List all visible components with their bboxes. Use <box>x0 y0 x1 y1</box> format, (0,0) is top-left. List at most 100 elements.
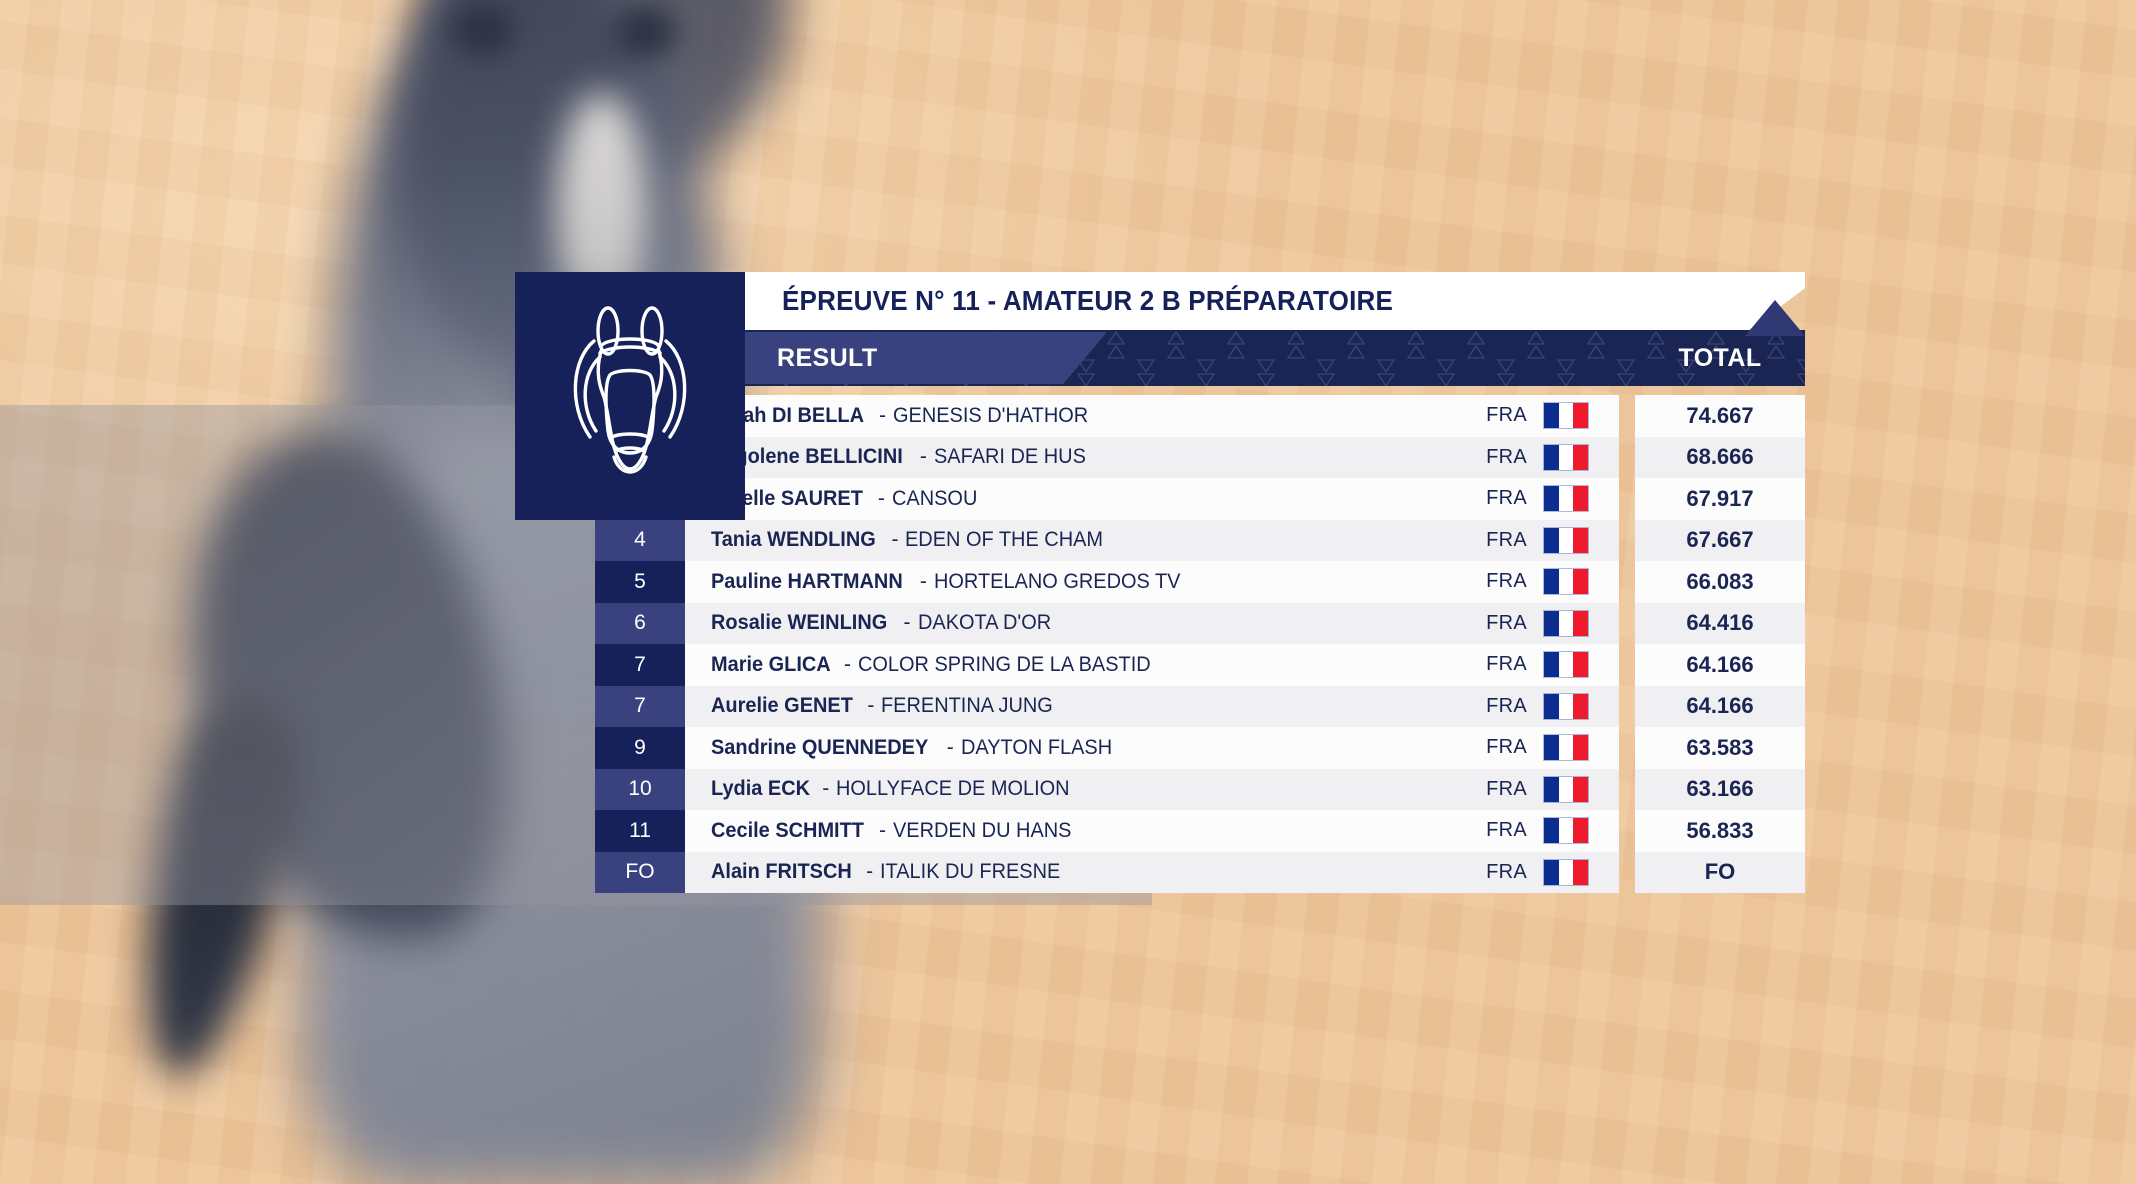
rider-name: Cecile SCHMITT <box>711 818 864 842</box>
title-bar: ÉPREUVE N° 11 - AMATEUR 2 B PRÉPARATOIRE <box>742 272 1805 330</box>
table-row[interactable]: 2Segolene BELLICINI-SAFARI DE HUSFRA68.6… <box>595 436 1805 479</box>
name-separator: - <box>867 694 875 718</box>
table-row[interactable]: 6 Rosalie WEINLING - DAKOTA D'OR FRA 64.416 <box>595 602 1805 645</box>
competitor-cell: Segolene BELLICINI - SAFARI DE HUS FRA <box>685 436 1619 478</box>
competitor-cell: Lydia ECK - HOLLYFACE DE MOLION FRA <box>685 768 1619 810</box>
nation-code: FRA <box>1486 445 1527 468</box>
competitor-cell: Aurelie GENET - FERENTINA JUNG FRA <box>685 685 1619 727</box>
column-gap <box>1619 520 1635 562</box>
nation-code: FRA <box>1486 487 1527 510</box>
flag-fra-icon <box>1543 734 1589 762</box>
blurred-horse-eye-left <box>452 4 514 56</box>
column-gap <box>1619 686 1635 728</box>
column-gap <box>1619 769 1635 811</box>
column-gap <box>1619 603 1635 645</box>
name-separator: - <box>919 569 927 593</box>
rank-cell: 9 <box>595 727 685 769</box>
nation-code: FRA <box>1486 694 1527 717</box>
rider-name: Lydia ECK <box>711 777 811 801</box>
competitor-cell: Estelle SAURET - CANSOU FRA <box>685 478 1619 520</box>
competitor-cell: Marie GLICA - COLOR SPRING DE LA BASTID FRA <box>685 644 1619 686</box>
column-gap <box>1619 644 1635 686</box>
table-row[interactable]: 1Sarah DI BELLA-GENESIS D'HATHORFRA74.66… <box>595 395 1805 437</box>
rider-name: Rosalie WEINLING <box>711 611 888 635</box>
name-separator: - <box>877 486 885 510</box>
competitor-cell: Alain FRITSCH - ITALIK DU FRESNE FRA <box>685 851 1619 893</box>
flag-fra-icon <box>1543 651 1589 679</box>
rank-cell: 5 <box>595 561 685 603</box>
column-gap <box>1619 395 1635 437</box>
name-separator: - <box>891 528 899 552</box>
column-gap <box>1619 852 1635 894</box>
column-gap <box>1619 561 1635 603</box>
table-row[interactable]: 9 Sandrine QUENNEDEY - DAYTON FLASH FRA 63.58… <box>595 727 1805 769</box>
column-header-band: RESULT TOTAL <box>742 330 1805 386</box>
nation-code: FRA <box>1486 860 1527 883</box>
competitor-cell: Sandrine QUENNEDEY - DAYTON FLASH FRA <box>685 727 1619 769</box>
column-gap <box>1619 478 1635 520</box>
nation-code: FRA <box>1486 819 1527 842</box>
total-score: 63.583 <box>1635 727 1805 769</box>
total-score: 64.166 <box>1635 644 1805 686</box>
table-row[interactable]: 4 Tania WENDLING - EDEN OF THE CHAM FRA 67.66… <box>595 519 1805 562</box>
horse-name: HOLLYFACE DE MOLION <box>836 777 1070 801</box>
rank-cell: 10 <box>595 768 685 810</box>
rider-name: Aurelie GENET <box>711 694 853 718</box>
rider-name: Marie GLICA <box>711 652 831 676</box>
rank-cell: 7 <box>595 644 685 686</box>
rider-name: Sandrine QUENNEDEY <box>711 735 929 759</box>
total-score: FO <box>1635 851 1805 893</box>
column-gap <box>1619 727 1635 769</box>
name-separator: - <box>919 445 927 469</box>
table-row[interactable]: 7 Marie GLICA - COLOR SPRING DE LA BASTID FR… <box>595 644 1805 686</box>
name-separator: - <box>866 860 874 884</box>
competitor-cell: Rosalie WEINLING - DAKOTA D'OR FRA <box>685 602 1619 644</box>
table-row[interactable]: 10 Lydia ECK - HOLLYFACE DE MOLION FRA 63.166 <box>595 768 1805 811</box>
column-gap <box>1619 437 1635 479</box>
horse-name: SAFARI DE HUS <box>933 445 1086 469</box>
rider-name: Estelle SAURET <box>711 486 863 510</box>
blurred-horse-eye-right <box>614 6 676 58</box>
column-gap <box>1619 810 1635 852</box>
name-separator: - <box>844 652 852 676</box>
horse-name: CANSOU <box>891 486 978 510</box>
flag-fra-icon <box>1543 526 1589 554</box>
nation-code: FRA <box>1486 777 1527 800</box>
total-score: 66.083 <box>1635 561 1805 603</box>
name-separator: - <box>903 611 911 635</box>
table-row[interactable]: 7 Aurelie GENET - FERENTINA JUNG FRA 64.166 <box>595 685 1805 728</box>
rank-cell: FO <box>595 851 685 893</box>
rank-cell: 7 <box>595 685 685 727</box>
competitor-cell: Tania WENDLING - EDEN OF THE CHAM FRA <box>685 519 1619 561</box>
total-score: 64.416 <box>1635 602 1805 644</box>
flag-fra-icon <box>1543 443 1589 471</box>
table-row[interactable]: 11 Cecile SCHMITT - VERDEN DU HANS FRA 56.833 <box>595 810 1805 852</box>
page-title: ÉPREUVE N° 11 - AMATEUR 2 B PRÉPARATOIRE <box>782 285 1394 316</box>
total-score: 56.833 <box>1635 810 1805 852</box>
column-header-total: TOTAL <box>1678 343 1762 372</box>
total-score: 64.166 <box>1635 685 1805 727</box>
flag-fra-icon <box>1543 485 1589 513</box>
horse-name: DAKOTA D'OR <box>917 611 1051 635</box>
total-score: 63.166 <box>1635 768 1805 810</box>
flag-fra-icon <box>1543 609 1589 637</box>
logo-panel <box>515 272 745 520</box>
name-separator: - <box>879 403 887 427</box>
rank-cell: 6 <box>595 602 685 644</box>
name-separator: - <box>879 818 887 842</box>
horse-name: DAYTON FLASH <box>960 735 1112 759</box>
nation-code: FRA <box>1486 611 1527 634</box>
flag-fra-icon <box>1543 568 1589 596</box>
competitor-cell: Cecile SCHMITT - VERDEN DU HANS FRA <box>685 810 1619 852</box>
rank-cell: 4 <box>595 519 685 561</box>
rider-name: Tania WENDLING <box>711 528 876 552</box>
total-score: 67.917 <box>1635 478 1805 520</box>
flag-fra-icon <box>1543 817 1589 845</box>
table-row[interactable]: 5 Pauline HARTMANN - HORTELANO GREDOS TV FRA… <box>595 561 1805 603</box>
horse-name: EDEN OF THE CHAM <box>905 528 1104 552</box>
flag-fra-icon <box>1543 858 1589 886</box>
horse-name: COLOR SPRING DE LA BASTID <box>858 652 1151 676</box>
table-row[interactable]: FO Alain FRITSCH - ITALIK DU FRESNE FRA FO <box>595 851 1805 894</box>
rider-name: Sarah DI BELLA <box>711 403 864 427</box>
